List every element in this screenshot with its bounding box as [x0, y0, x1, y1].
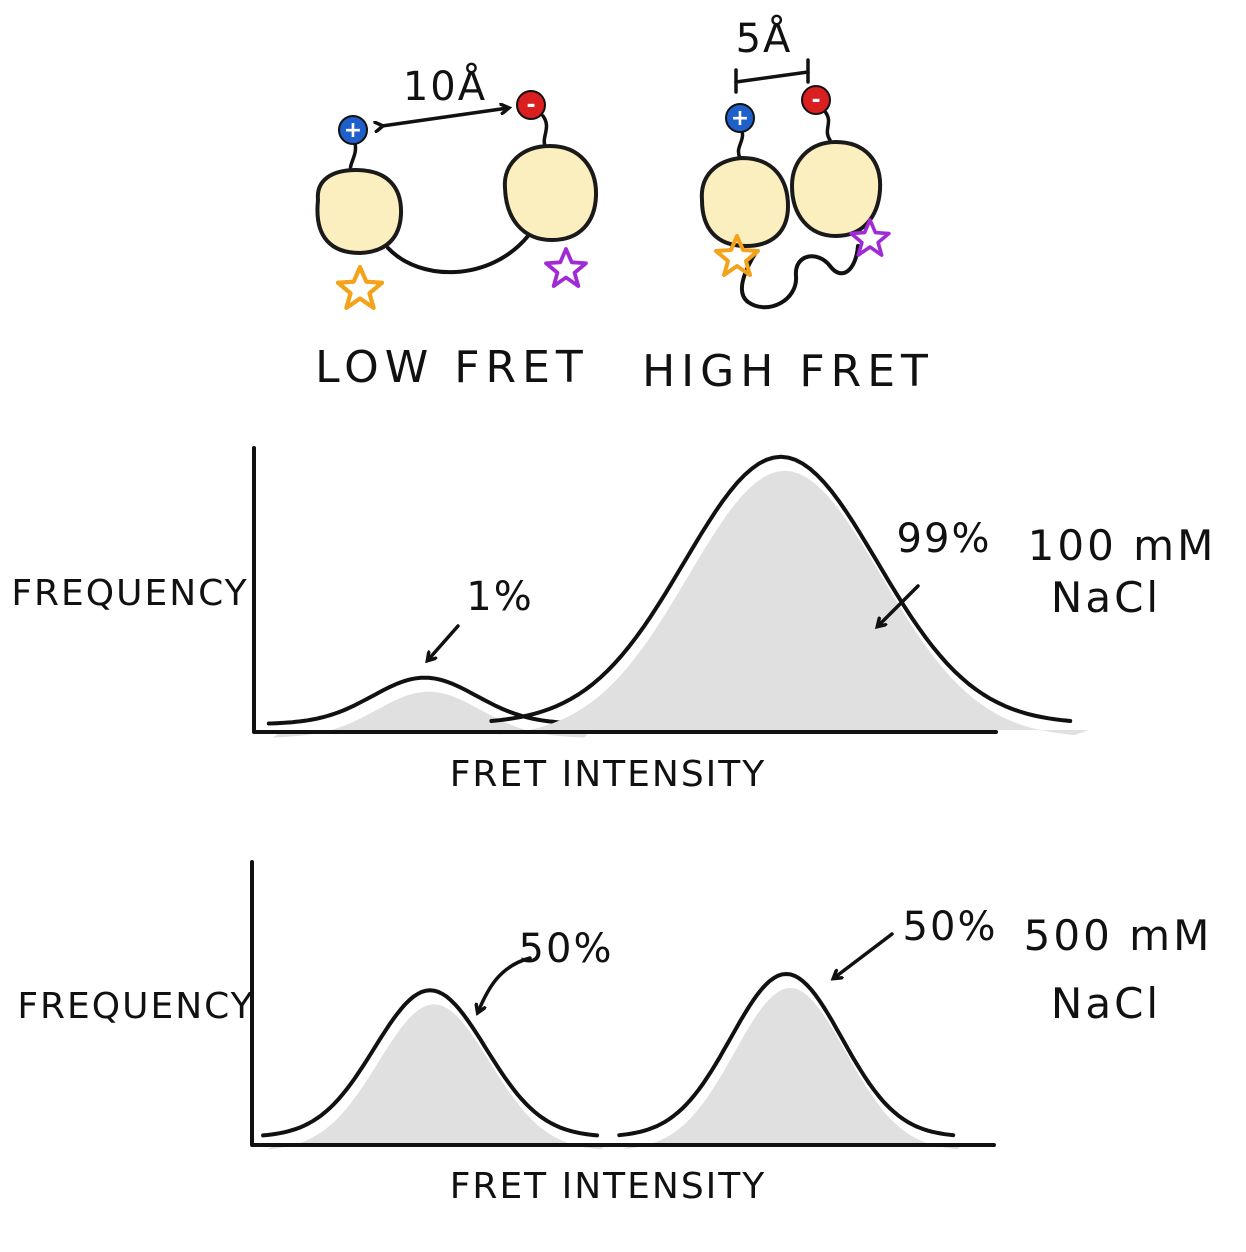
positive-charge-symbol: + [344, 118, 362, 143]
low-fret-left-domain [315, 167, 404, 256]
high-fret-diagram: + - 5Å HIGH FRET [642, 14, 934, 397]
chart-2-peak-2-arrow [834, 932, 894, 978]
peak-fill-1 [272, 691, 591, 738]
peak-curve-2 [489, 454, 1073, 723]
distance-scale-bar [734, 58, 810, 94]
chart-1-peak-1-label: 1% [466, 574, 533, 620]
chart-2-peak-2-label: 50% [903, 904, 998, 950]
chart-2-axes [250, 860, 996, 1147]
distance-double-arrow [382, 108, 508, 126]
positive-charge-icon: + [338, 115, 368, 145]
chart-2-x-label: FRET INTENSITY [450, 1166, 767, 1207]
chart-1-y-label: FREQUENCY [11, 573, 248, 614]
positive-charge-icon-high: + [725, 103, 755, 133]
chart-2-condition-salt: NaCl [1051, 979, 1161, 1028]
high-fret-distance-label: 5Å [736, 14, 793, 62]
acceptor-star-icon [544, 247, 588, 288]
peak-curve-1 [266, 675, 583, 726]
peak-fill-1 [267, 1004, 609, 1150]
chart-1-peak-2-arrow [878, 584, 920, 626]
negative-charge-icon-high: - [801, 85, 831, 115]
chart-1-axes [252, 446, 998, 734]
high-fret-right-domain [789, 139, 883, 239]
peak-fill-2 [495, 470, 1090, 735]
chart-2-peak-1-arrow [478, 956, 532, 1012]
chart-2-peak-1-label: 50% [519, 926, 614, 972]
positive-charge-symbol-high: + [731, 106, 749, 131]
negative-charge-symbol-high: - [811, 88, 820, 113]
chart-1-peak-2-label: 99% [897, 516, 992, 562]
low-fret-distance-label: 10Å [403, 62, 487, 110]
chart-2-condition-concentration: 500 mM [1024, 911, 1213, 960]
donor-star-icon [335, 264, 385, 311]
low-fret-right-domain [502, 143, 599, 243]
negative-charge-icon: - [516, 90, 546, 120]
negative-charge-symbol: - [526, 93, 535, 118]
low-fret-linker [386, 234, 530, 275]
peak-curve-2 [617, 972, 956, 1138]
acceptor-star-icon-high [849, 218, 891, 257]
chart-1-condition-salt: NaCl [1051, 573, 1161, 622]
chart-1-peaks [266, 454, 1090, 738]
chart-2-y-label: FREQUENCY [17, 986, 254, 1027]
peak-curve-1 [261, 988, 599, 1138]
histogram-100mm: FREQUENCY FRET INTENSITY 1% 99% 100 mM N… [11, 446, 1217, 795]
donor-star-icon-high [714, 234, 760, 277]
right-charge-stem [541, 114, 549, 150]
chart-1-condition-concentration: 100 mM [1028, 521, 1217, 570]
histogram-500mm: FREQUENCY FRET INTENSITY 50% 50% 500 mM … [17, 860, 1213, 1207]
chart-1-x-label: FRET INTENSITY [450, 754, 767, 795]
peak-fill-2 [623, 988, 965, 1150]
chart-2-peaks [261, 972, 965, 1150]
high-fret-label: HIGH FRET [642, 346, 934, 397]
high-fret-left-domain [699, 155, 791, 249]
low-fret-diagram: + - 10Å LOW FRET [315, 62, 599, 393]
high-fret-linker [739, 244, 860, 310]
low-fret-label: LOW FRET [315, 342, 589, 393]
chart-1-peak-1-arrow [428, 624, 460, 660]
